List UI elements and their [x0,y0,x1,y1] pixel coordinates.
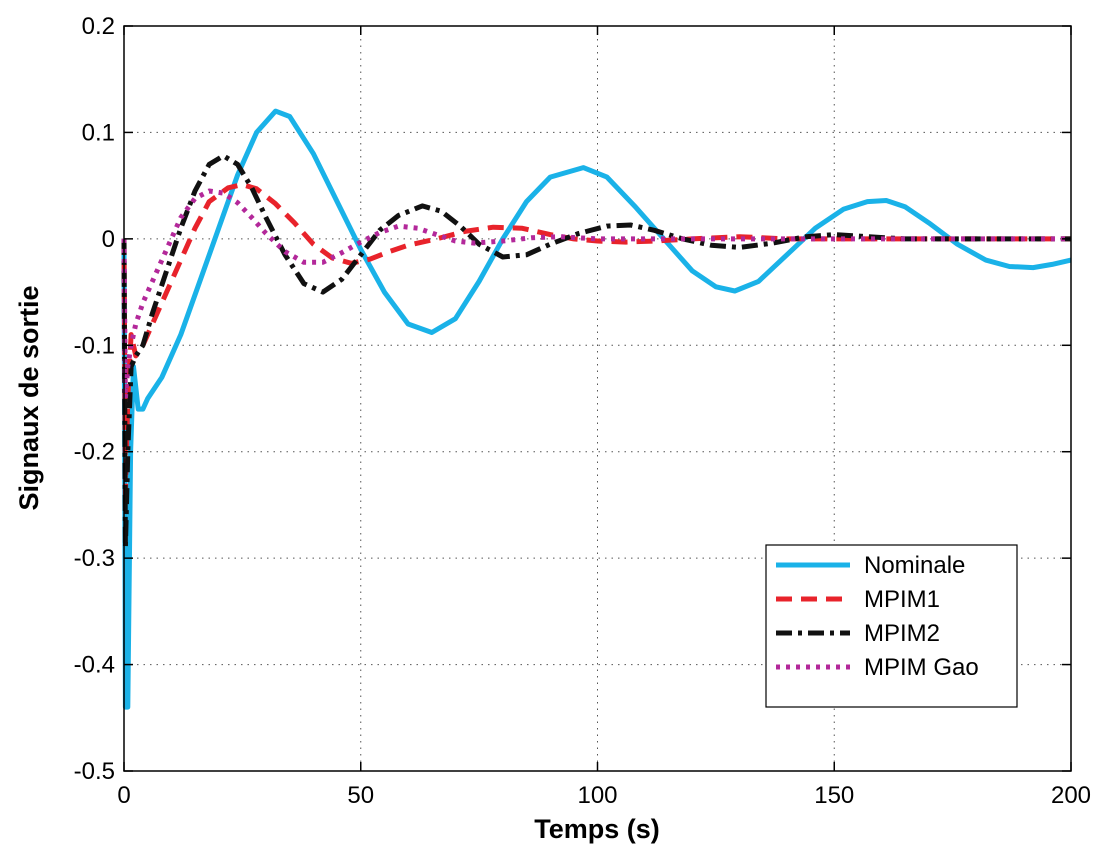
x-axis-title: Temps (s) [534,814,660,844]
grid [124,26,1071,771]
series-group [121,108,1072,710]
tick-labels: 0 50 100 150 200 0.2 0.1 0 -0.1 -0.2 -0.3 -0.4 -0.5 [74,13,1091,809]
x-tick-label: 100 [577,782,617,809]
x-tick-label: 200 [1051,782,1091,809]
series-line-nominale [121,108,1072,710]
legend-box [765,544,1018,708]
x-tick-label: 0 [117,782,130,809]
y-tick-label: -0.3 [74,545,115,572]
x-tick-label: 150 [814,782,854,809]
series-line-mpim1 [121,182,1071,497]
y-tick-label: 0 [102,226,115,253]
y-tick-label: 0.1 [82,119,115,146]
legend-label-mpim1: MPIM1 [864,586,940,613]
series-line-mpim-gao [121,188,1071,401]
y-tick-label: -0.5 [74,758,115,785]
legend-label-mpim-gao: MPIM Gao [864,654,979,681]
series-line-mpim2 [121,153,1071,550]
ticks [123,25,1072,772]
y-tick-label: -0.4 [74,652,115,679]
y-tick-label: -0.1 [74,332,115,359]
y-tick-label: 0.2 [82,13,115,40]
y-tick-label: -0.2 [74,439,115,466]
y-axis-title: Signaux de sortie [14,285,44,510]
legend: Nominale MPIM1 MPIM2 MPIM Gao [765,544,1018,708]
legend-label-mpim2: MPIM2 [864,620,940,647]
x-tick-label: 50 [347,782,374,809]
legend-label-nominale: Nominale [864,552,965,579]
